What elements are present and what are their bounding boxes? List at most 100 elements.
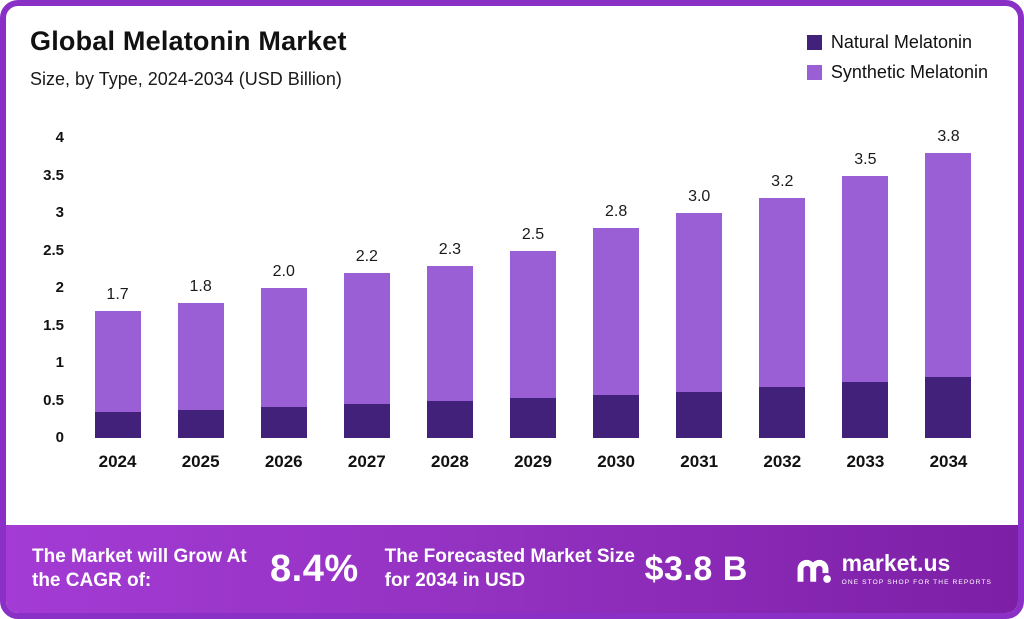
bar-segment-natural — [842, 381, 889, 438]
bar-series: 1.7 1.8 2.0 2.2 2.3 2.5 2.8 3.0 3.2 3.5 3.8 — [76, 104, 990, 438]
x-axis-label: 2025 — [181, 452, 220, 471]
bar-segment-synthetic — [177, 303, 224, 410]
bar-group: 1.7 — [76, 104, 159, 438]
y-tick-label: 0.5 — [43, 391, 64, 409]
bar-segment-synthetic — [925, 153, 972, 377]
legend-swatch-synthetic — [806, 65, 822, 80]
bar-segment-synthetic — [426, 265, 473, 401]
bar-stack — [510, 250, 557, 438]
y-tick-label: 3 — [55, 204, 64, 221]
bar-segment-synthetic — [94, 310, 141, 412]
bar-value-label: 3.5 — [854, 150, 877, 168]
bar-group: 3.8 — [907, 104, 990, 438]
x-axis: 2024 2025 2026 2027 2028 2029 2030 2031 2032 2033… — [76, 438, 990, 478]
x-axis-label: 2031 — [680, 452, 719, 471]
y-tick-label: 4 — [55, 129, 64, 146]
bar-segment-natural — [593, 394, 640, 438]
footer-banner: The Market will Grow At the CAGR of: 8.4… — [6, 525, 1018, 613]
bar-segment-natural — [759, 387, 806, 438]
title-block: Global Melatonin Market Size, by Type, 2… — [30, 26, 347, 90]
chart-header: Global Melatonin Market Size, by Type, 2… — [6, 6, 1018, 90]
plot-area: 1.7 1.8 2.0 2.2 2.3 2.5 2.8 3.0 3.2 3.5 3.8 2024 20… — [76, 104, 990, 525]
bar-segment-natural — [510, 397, 557, 438]
brand-text: market.us ONE STOP SHOP FOR THE REPORTS — [841, 552, 992, 587]
bar-group: 1.8 — [159, 104, 242, 438]
bar-stack — [94, 310, 141, 438]
bar-value-label: 3.0 — [688, 188, 711, 205]
bar-stack — [593, 228, 640, 438]
bar-segment-synthetic — [260, 288, 307, 407]
bar-segment-natural — [925, 376, 972, 438]
x-axis-label: 2026 — [264, 452, 303, 471]
bar-value-label: 2.8 — [604, 203, 628, 220]
x-axis-label: 2034 — [929, 452, 968, 471]
bar-segment-natural — [676, 391, 723, 438]
bar-value-label: 3.8 — [937, 128, 960, 145]
forecast-label: The Forecasted Market Size for 2034 in U… — [384, 546, 635, 591]
y-tick-label: 2 — [55, 279, 64, 296]
chart-area: 0 0.5 1 1.5 2 2.5 3 3.5 4 1.7 1.8 2.0 2.2 2.3 2.5 2.8 3… — [6, 90, 1018, 525]
bar-value-label: 2.3 — [438, 240, 462, 258]
bar-segment-synthetic — [676, 213, 723, 392]
bar-group: 2.8 — [575, 104, 658, 438]
x-axis-label: 2030 — [597, 452, 636, 471]
cagr-label: The Market will Grow At the CAGR of: — [32, 546, 247, 591]
bar-stack — [260, 288, 307, 438]
page-subtitle: Size, by Type, 2024-2034 (USD Billion) — [30, 69, 342, 89]
bar-stack — [759, 198, 806, 438]
cagr-value: 8.4% — [270, 547, 359, 590]
bar-segment-synthetic — [510, 250, 557, 398]
bar-segment-synthetic — [343, 273, 390, 405]
market-us-logo-icon — [797, 559, 831, 583]
bar-group: 3.5 — [824, 104, 907, 438]
page-title: Global Melatonin Market — [30, 26, 347, 56]
legend-label-synthetic: Synthetic Melatonin — [830, 62, 988, 82]
bar-stack — [842, 175, 889, 438]
legend-item-synthetic: Synthetic Melatonin — [806, 62, 988, 83]
y-tick-label: 0 — [55, 429, 64, 446]
bar-stack — [676, 213, 723, 438]
legend-label-natural: Natural Melatonin — [830, 32, 972, 52]
x-axis-label: 2029 — [514, 452, 552, 471]
bar-segment-synthetic — [759, 198, 806, 387]
y-tick-label: 3.5 — [43, 166, 64, 184]
y-tick-label: 1 — [55, 354, 64, 371]
bar-segment-synthetic — [842, 175, 889, 382]
bar-group: 3.2 — [741, 104, 824, 438]
x-axis-label: 2032 — [763, 452, 802, 471]
y-tick-label: 1.5 — [43, 316, 64, 334]
legend-item-natural: Natural Melatonin — [806, 32, 988, 53]
bar-stack — [177, 303, 224, 438]
forecast-value: $3.8 B — [644, 549, 748, 588]
bar-stack — [426, 265, 473, 438]
brand-tagline: ONE STOP SHOP FOR THE REPORTS — [841, 579, 992, 586]
bar-segment-natural — [260, 406, 307, 438]
bar-segment-natural — [94, 411, 141, 438]
x-axis-label: 2027 — [347, 452, 386, 471]
y-tick-label: 2.5 — [43, 241, 64, 259]
x-axis-label: 2033 — [846, 452, 885, 471]
bar-segment-synthetic — [593, 228, 640, 395]
bar-value-label: 3.2 — [771, 173, 794, 190]
bar-segment-natural — [343, 404, 390, 438]
bar-value-label: 1.7 — [106, 285, 129, 303]
bar-group: 2.2 — [325, 104, 408, 438]
bar-value-label: 2.0 — [272, 263, 295, 280]
market-us-logo: market.us ONE STOP SHOP FOR THE REPORTS — [793, 549, 992, 589]
bar-segment-natural — [177, 409, 224, 438]
x-axis-label: 2024 — [98, 452, 137, 471]
bar-group: 2.3 — [408, 104, 491, 438]
bar-group: 2.5 — [491, 104, 574, 438]
bar-group: 2.0 — [242, 104, 325, 438]
bar-value-label: 1.8 — [189, 278, 212, 295]
y-axis: 0 0.5 1 1.5 2 2.5 3 3.5 4 — [30, 104, 76, 446]
bar-segment-natural — [426, 400, 473, 438]
bar-value-label: 2.5 — [521, 225, 545, 243]
chart-legend: Natural Melatonin Synthetic Melatonin — [806, 26, 988, 90]
bar-stack — [925, 153, 972, 438]
legend-swatch-natural — [806, 35, 822, 50]
bar-value-label: 2.2 — [355, 248, 378, 265]
bar-group: 3.0 — [658, 104, 741, 438]
bar-stack — [343, 273, 390, 438]
